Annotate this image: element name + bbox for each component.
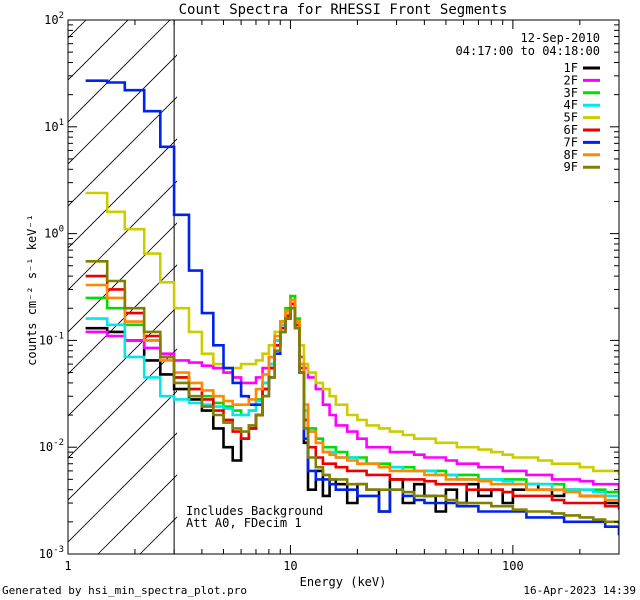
hatch-line bbox=[68, 96, 177, 207]
plot-frame bbox=[67, 19, 620, 555]
annotation-attenuator: Att A0, FDecim 1 bbox=[186, 516, 302, 530]
hatch-line bbox=[68, 20, 171, 123]
series-7F bbox=[85, 79, 619, 536]
time-range-label: 04:17:00 to 04:18:00 bbox=[456, 44, 601, 58]
y-tick-label: 10-3 bbox=[39, 545, 64, 561]
y-axis-label: counts cm⁻² s⁻¹ keV⁻¹ bbox=[25, 214, 39, 366]
hatch-line bbox=[68, 306, 177, 417]
hatched-excluded-region bbox=[0, 0, 177, 554]
series-4F bbox=[85, 302, 619, 500]
legend-label-9F: 9F bbox=[564, 160, 578, 174]
annotation-background: Includes Background bbox=[186, 504, 323, 518]
hatch-line bbox=[97, 474, 177, 554]
legend-label-4F: 4F bbox=[564, 98, 578, 112]
y-tick-label: 100 bbox=[44, 225, 64, 241]
timestamp-footer: 16-Apr-2023 14:39 bbox=[523, 584, 636, 597]
hatch-line bbox=[68, 390, 177, 501]
x-tick-label: 10 bbox=[283, 559, 297, 573]
hatch-line bbox=[68, 180, 177, 291]
generator-footer: Generated by hsi_min_spectra_plot.pro bbox=[2, 584, 247, 597]
hatch-line bbox=[68, 20, 87, 39]
series-5F bbox=[85, 191, 619, 475]
hatch-line bbox=[68, 222, 177, 333]
y-tick-label: 101 bbox=[44, 118, 64, 134]
series-1F bbox=[85, 302, 619, 513]
y-tick-label: 10-2 bbox=[39, 438, 64, 454]
legend-label-7F: 7F bbox=[564, 135, 578, 149]
hatch-line bbox=[68, 20, 129, 81]
legend-label-5F: 5F bbox=[564, 111, 578, 125]
date-label: 12-Sep-2010 bbox=[521, 31, 600, 45]
x-tick-label: 100 bbox=[502, 559, 524, 573]
legend-label-8F: 8F bbox=[564, 148, 578, 162]
series-6F bbox=[85, 274, 619, 510]
legend-label-2F: 2F bbox=[564, 73, 578, 87]
hatch-line bbox=[0, 0, 150, 554]
spectra-series bbox=[85, 79, 619, 536]
series-9F bbox=[85, 260, 619, 525]
legend-label-6F: 6F bbox=[564, 123, 578, 137]
x-tick-label: 1 bbox=[64, 559, 71, 573]
axis-ticks: 1 10 100 102 101 100 10-1 10-2 10-3 bbox=[39, 11, 620, 573]
hatch-line bbox=[68, 432, 177, 543]
hatch-line bbox=[68, 348, 177, 459]
y-tick-label: 10-1 bbox=[39, 331, 64, 347]
legend-label-3F: 3F bbox=[564, 86, 578, 100]
y-tick-label: 102 bbox=[44, 11, 64, 27]
legend-label-1F: 1F bbox=[564, 61, 578, 75]
hatch-line bbox=[68, 264, 177, 375]
x-axis-label: Energy (keV) bbox=[300, 575, 387, 589]
chart-title: Count Spectra for RHESSI Front Segments bbox=[179, 2, 508, 18]
hatch-line bbox=[68, 138, 177, 249]
